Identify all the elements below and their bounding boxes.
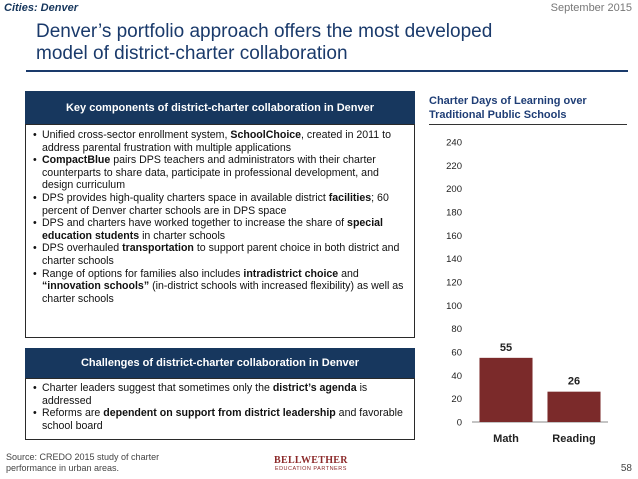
y-tick-label: 240 (446, 138, 462, 149)
emphasis-text: transportation (122, 242, 194, 255)
body-text: pairs DPS teachers and administrators wi… (42, 154, 379, 192)
bar-reading (547, 391, 601, 422)
challenges-panel: Charter leaders suggest that sometimes o… (25, 378, 415, 440)
key-components-list: Unified cross-sector enrollment system, … (32, 129, 408, 305)
challenges-list: Charter leaders suggest that sometimes o… (32, 382, 408, 432)
body-text: is addressed (42, 382, 368, 407)
body-text: Reforms are (42, 407, 104, 420)
key-component-item: Range of options for families also inclu… (32, 268, 408, 306)
emphasis-text: special education students (42, 217, 383, 242)
body-text: ; 60 percent of Denver charter schools a… (42, 191, 389, 217)
y-tick-label: 60 (451, 348, 462, 359)
body-text: , created in 2011 to address parental fr… (42, 129, 391, 154)
page-number: 58 (620, 463, 632, 474)
body-text: DPS and charters have worked together to… (42, 217, 348, 230)
body-text: and favorable school board (42, 407, 403, 432)
challenge-item: Charter leaders suggest that sometimes o… (32, 382, 408, 407)
body-text: DPS provides high-quality charters space… (42, 191, 329, 204)
bar-math (479, 357, 533, 422)
source-note: Source: CREDO 2015 study of charter perf… (6, 452, 160, 473)
chart-title-divider (429, 124, 627, 125)
y-tick-label: 160 (446, 231, 462, 242)
emphasis-text: “innovation schools” (42, 280, 150, 293)
x-category-label: Math (493, 433, 519, 445)
body-text: Unified cross-sector enrollment system, (42, 129, 231, 141)
logo-wordmark: BELLWETHER (274, 455, 348, 466)
key-component-item: CompactBlue pairs DPS teachers and admin… (32, 154, 408, 192)
key-components-panel: Unified cross-sector enrollment system, … (25, 124, 415, 338)
challenge-item: Reforms are dependent on support from di… (32, 407, 408, 432)
emphasis-text: CompactBlue (42, 154, 111, 167)
body-text: and (338, 267, 359, 280)
body-text: Range of options for families also inclu… (42, 267, 244, 280)
y-tick-label: 200 (446, 184, 462, 195)
y-tick-label: 120 (446, 278, 462, 289)
emphasis-text: dependent on support from district leade… (103, 407, 336, 420)
body-text: (in-district schools with increased flex… (42, 280, 404, 305)
y-tick-label: 40 (451, 371, 462, 382)
y-tick-label: 100 (446, 301, 462, 312)
page-title-line-1: Denver’s portfolio approach offers the m… (36, 21, 493, 42)
page-title: Denver’s portfolio approach offers the m… (36, 21, 616, 65)
key-component-item: DPS and charters have worked together to… (32, 217, 408, 242)
body-text: DPS overhauled (42, 242, 123, 255)
date-label: September 2015 (550, 2, 632, 14)
y-tick-label: 20 (451, 394, 462, 405)
data-label: 55 (500, 342, 512, 354)
y-tick-label: 220 (446, 161, 462, 172)
y-tick-label: 140 (446, 254, 462, 265)
title-divider (26, 70, 628, 72)
challenges-heading: Challenges of district-charter collabora… (25, 348, 415, 378)
emphasis-text: facilities (328, 191, 372, 204)
page-title-line-2: model of district-charter collaboration (36, 43, 348, 64)
body-text: in charter schools (139, 229, 226, 242)
key-components-heading: Key components of district-charter colla… (25, 91, 415, 124)
body-text: to support parent choice in both distric… (42, 242, 400, 267)
logo-subtitle: EDUCATION PARTNERS (274, 466, 347, 472)
key-component-item: DPS provides high-quality charters space… (32, 192, 408, 217)
y-tick-label: 80 (451, 324, 462, 335)
body-text: Charter leaders suggest that sometimes o… (42, 382, 273, 394)
emphasis-text: district’s agenda (272, 382, 357, 394)
key-component-item: DPS overhauled transportation to support… (32, 242, 408, 267)
emphasis-text: SchoolChoice (230, 129, 302, 141)
key-component-item: Unified cross-sector enrollment system, … (32, 129, 408, 154)
emphasis-text: intradistrict choice (243, 267, 339, 280)
days-of-learning-chart: 0 20 40 60 80 100 120 140 160 180 200 220 240 55 Math 2… (446, 138, 608, 445)
data-label: 26 (568, 376, 580, 388)
bellwether-logo: BELLWETHER EDUCATION PARTNERS (274, 455, 348, 472)
y-tick-label: 0 (457, 418, 462, 429)
y-tick-label: 180 (446, 208, 462, 219)
section-tag: Cities: Denver (4, 2, 78, 14)
x-category-label: Reading (552, 433, 595, 445)
chart-title: Charter Days of Learning over Traditiona… (429, 95, 587, 121)
